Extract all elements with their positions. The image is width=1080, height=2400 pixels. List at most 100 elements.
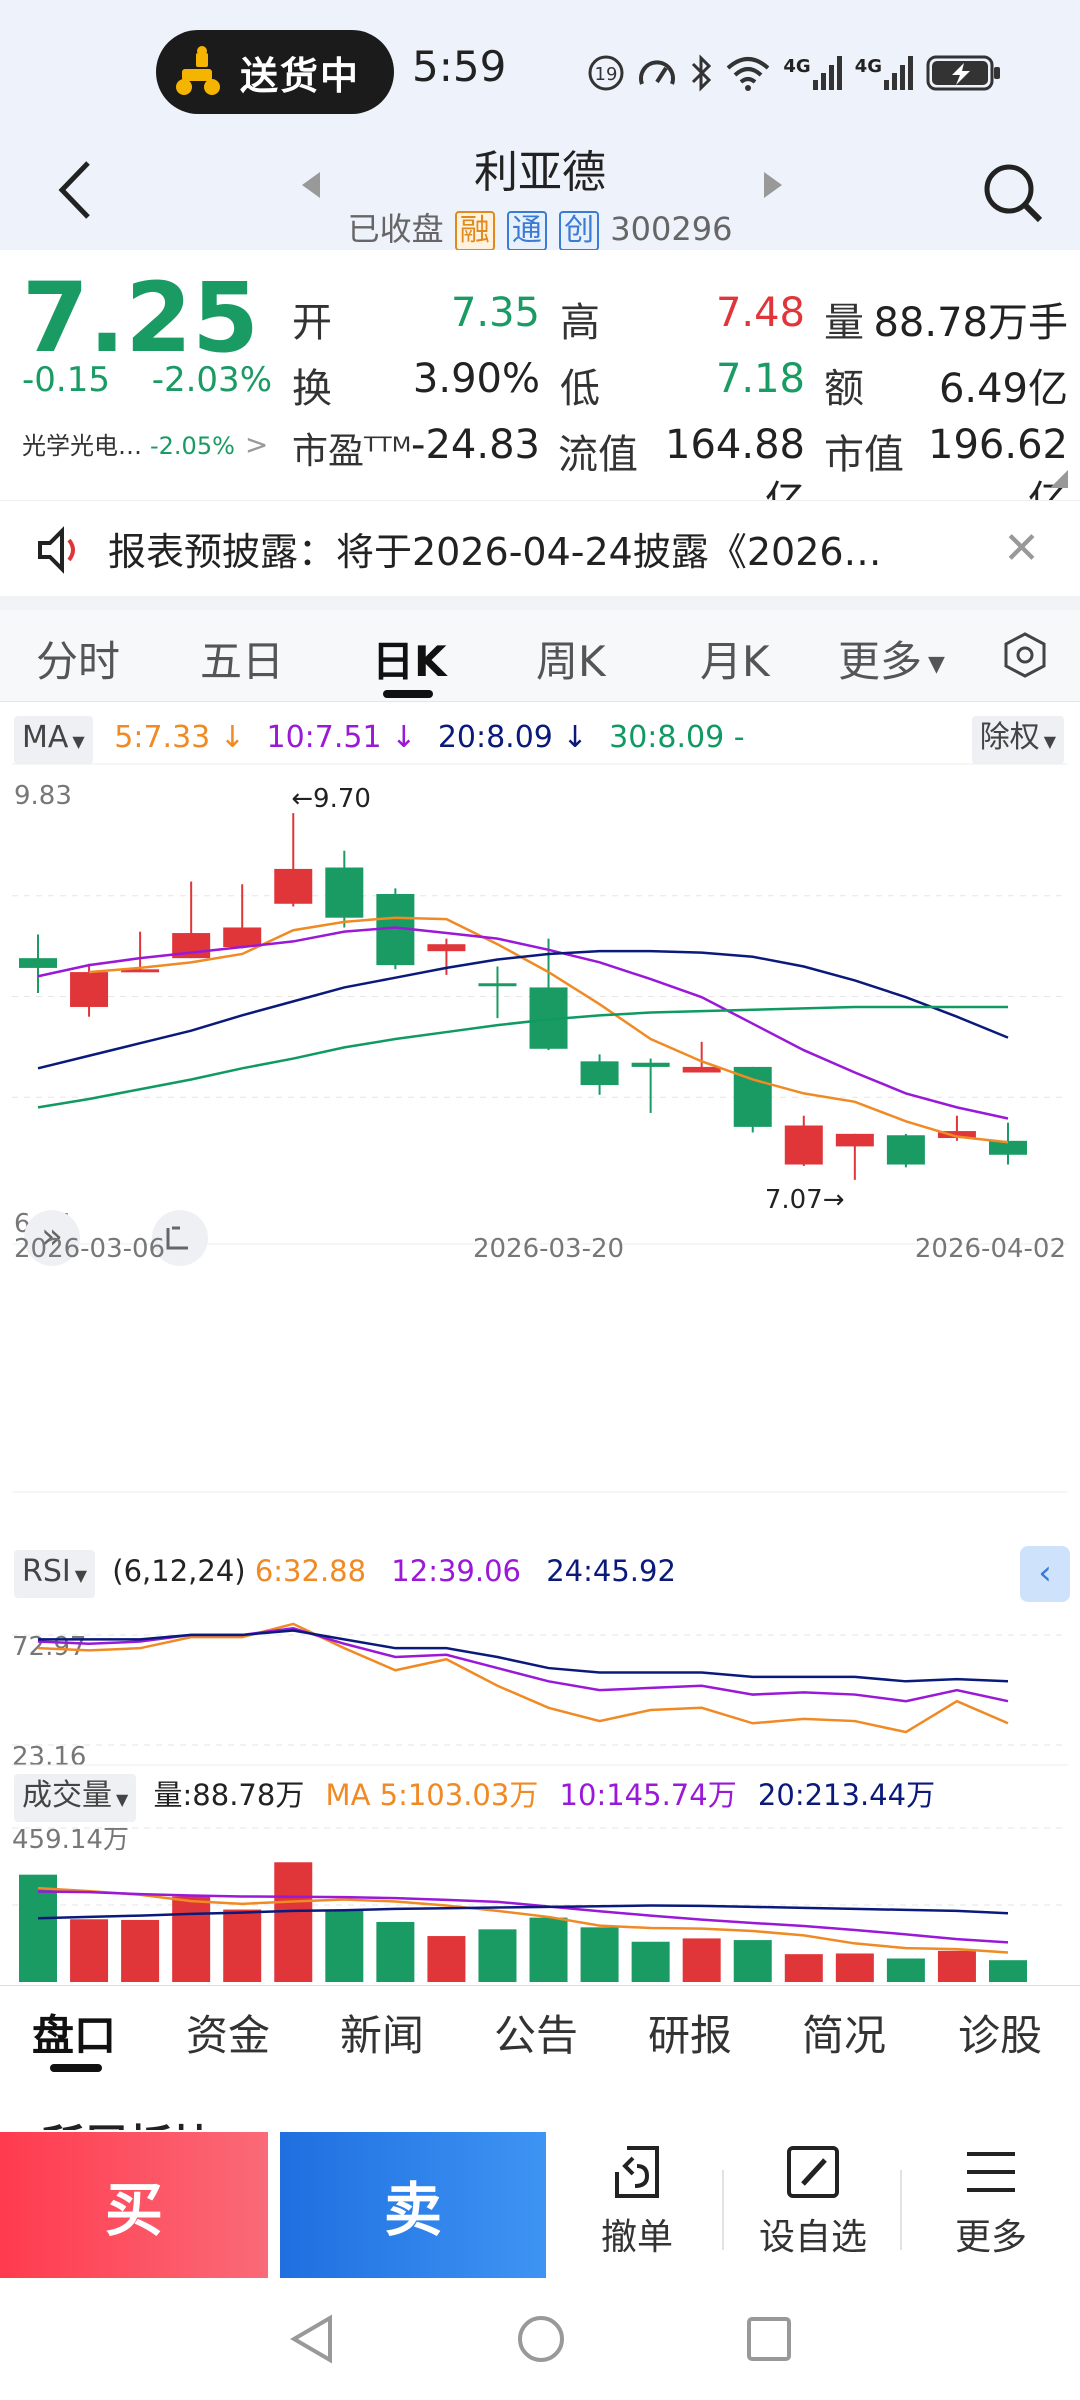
rsi-min-label: 23.16 <box>12 1742 86 1772</box>
volume-label: 量 <box>824 300 864 346</box>
ma5-label: 5:7.33 <box>114 720 211 755</box>
notice-bar[interactable]: 报表预披露：将于2026-04-24披露《2026… ✕ <box>0 500 1080 596</box>
candle-body <box>682 1066 721 1073</box>
adjust-selector-label: 除权 <box>979 720 1040 755</box>
volume-bar <box>937 1950 976 1982</box>
network-type-label: 4G <box>854 56 882 77</box>
turnover-value: 3.90% <box>412 356 540 402</box>
volume-ma10: 10:145.74万 <box>559 1778 737 1812</box>
volume-today: 量:88.78万 <box>153 1778 305 1812</box>
candle-body <box>631 1062 670 1067</box>
prev-stock-icon[interactable] <box>300 170 322 200</box>
tab-more[interactable]: 更多 ▼ <box>838 628 945 689</box>
margin-tag: 融 <box>454 211 495 251</box>
indicator-selector[interactable]: MA ▼ <box>14 716 93 764</box>
amount-label: 额 <box>824 366 864 412</box>
volume-ma20: 20:213.44万 <box>757 1778 936 1812</box>
notice-text: 报表预披露：将于2026-04-24披露《2026… <box>108 530 882 574</box>
close-icon[interactable]: ✕ <box>1003 523 1040 574</box>
svg-text:19: 19 <box>595 64 618 85</box>
signal-bars-icon <box>812 56 842 90</box>
rsi-params: (6,12,24) <box>112 1554 246 1588</box>
collapse-panel-icon[interactable]: ‹ <box>1020 1546 1070 1602</box>
chevron-right-icon: > <box>244 428 269 461</box>
tab-capital[interactable]: 资金 <box>186 2011 271 2060</box>
down-arrow-icon: ↓ <box>552 720 588 755</box>
nav-recents-icon[interactable] <box>746 2316 792 2362</box>
caret-down-icon: ▼ <box>74 1566 88 1585</box>
float-mv-label: 流值 <box>558 432 638 478</box>
kline-chart[interactable]: 9.836.94←9.707.07→»2026-03-062026-03-202… <box>0 760 1080 1985</box>
industry-change-pct: -2.05% <box>150 432 235 460</box>
nav-back-icon[interactable] <box>290 2314 334 2364</box>
fast-forward-button <box>24 1210 80 1266</box>
ma-line-ma5 <box>88 916 1009 1144</box>
rsi-line-6 <box>37 1622 1009 1734</box>
delivery-status-pill[interactable]: 送货中 <box>156 30 394 114</box>
volume-value: 88.78万手 <box>873 300 1068 346</box>
tab-daily-k[interactable]: 日K <box>372 637 447 686</box>
volume-bar <box>631 1941 670 1982</box>
volume-bar <box>223 1909 262 1982</box>
tab-announcements[interactable]: 公告 <box>494 2011 579 2060</box>
pe-value: -24.83 <box>411 422 540 468</box>
volume-selector-label: 成交量 <box>22 1778 112 1813</box>
cancel-order-button[interactable]: 撤单 <box>552 2142 722 2272</box>
volume-bar <box>886 1958 925 1982</box>
high-value: 7.48 <box>715 290 805 336</box>
settings-hexagon-icon[interactable] <box>1000 630 1050 680</box>
ma20-value: 20:8.09 ↓ <box>438 720 588 755</box>
bluetooth-icon <box>692 54 712 92</box>
more-button[interactable]: 更多 <box>906 2142 1076 2272</box>
divider <box>722 2170 724 2250</box>
active-tab-indicator <box>50 2064 102 2072</box>
volume-bar <box>376 1921 415 1982</box>
nav-home-icon[interactable] <box>516 2314 566 2364</box>
candle-body <box>937 1131 976 1139</box>
wifi-icon <box>727 57 770 91</box>
add-watchlist-button[interactable]: 设自选 <box>728 2142 898 2272</box>
system-nav-bar <box>0 2280 1080 2400</box>
caret-down-icon: ▼ <box>928 652 945 677</box>
tab-research[interactable]: 研报 <box>648 2011 733 2060</box>
tab-diagnosis[interactable]: 诊股 <box>958 2011 1043 2060</box>
notification-badge-icon: 19 <box>588 55 624 91</box>
volume-selector[interactable]: 成交量 ▼ <box>14 1774 137 1822</box>
expand-corner-icon[interactable] <box>1050 470 1068 488</box>
volume-bar <box>580 1927 619 1982</box>
tab-news[interactable]: 新闻 <box>340 2011 425 2060</box>
back-arrow-icon[interactable] <box>52 155 102 225</box>
industry-link[interactable]: 光学光电… -2.05% > <box>22 426 268 461</box>
tab-orderbook[interactable]: 盘口 <box>32 2011 117 2060</box>
tab-weekly-k[interactable]: 周K <box>536 637 606 686</box>
rsi-selector[interactable]: RSI ▼ <box>14 1550 96 1598</box>
search-icon[interactable] <box>980 160 1046 226</box>
tab-five-day[interactable]: 五日 <box>200 637 285 686</box>
more-label: 更多 <box>954 2217 1027 2258</box>
down-arrow-icon: ↓ <box>210 720 245 755</box>
last-price: 7.25 <box>22 262 259 374</box>
volume-bar <box>835 1953 874 1982</box>
caret-down-icon: ▼ <box>72 732 85 751</box>
add-watchlist-label: 设自选 <box>758 2217 867 2258</box>
next-stock-icon[interactable] <box>762 170 784 200</box>
stock-name: 利亚德 <box>474 147 606 198</box>
ma-line-ma30 <box>37 1005 1008 1109</box>
ma20-label: 20:8.09 <box>437 720 553 755</box>
connect-tag: 通 <box>506 211 547 251</box>
tab-profile[interactable]: 简况 <box>802 2011 887 2060</box>
amount-value: 6.49亿 <box>938 366 1068 412</box>
tab-monthly-k[interactable]: 月K <box>700 637 770 686</box>
period-tabs: 分时 五日 日K 周K 月K 更多 ▼ <box>0 610 1080 702</box>
caret-down-icon: ▼ <box>1043 732 1056 751</box>
ma30-value: 30:8.09 - <box>609 720 745 755</box>
caret-down-icon: ▼ <box>116 1790 129 1809</box>
candle-body <box>886 1135 925 1165</box>
tab-intraday[interactable]: 分时 <box>36 637 121 686</box>
buy-button[interactable]: 买 <box>0 2132 268 2278</box>
adjust-selector[interactable]: 除权 ▼ <box>971 716 1064 764</box>
signal-bars-icon <box>884 56 913 90</box>
tab-more-label: 更多 <box>838 637 923 686</box>
sell-button[interactable]: 卖 <box>280 2132 546 2278</box>
x-tick-label: 2026-03-06 <box>14 1234 165 1264</box>
